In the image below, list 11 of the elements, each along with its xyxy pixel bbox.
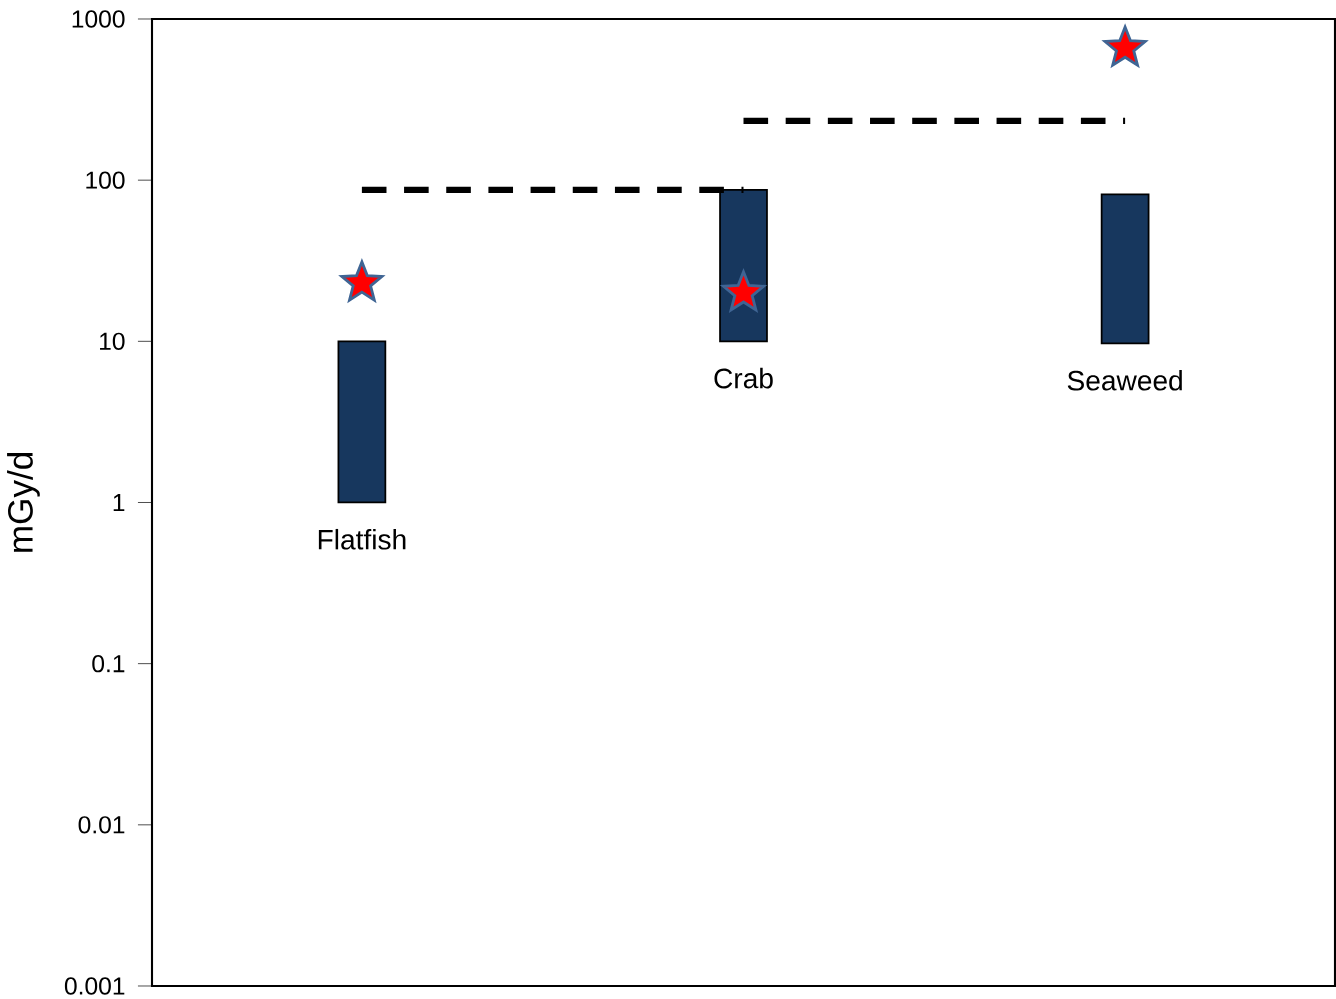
y-tick-label: 1 <box>113 494 125 511</box>
y-tick-label: 0.1 <box>92 654 125 673</box>
y-tick-label: 1000 <box>72 10 125 28</box>
y-tick-label: 100 <box>86 171 125 189</box>
y-tick-label: 0.01 <box>78 816 125 834</box>
y-tick-label: 0.001 <box>64 977 125 995</box>
x-tick-label: Seaweed <box>1067 369 1182 391</box>
y-axis-title: mGy/d <box>7 452 40 552</box>
y-tick-label: 10 <box>100 332 125 351</box>
x-tick-label: Crab <box>714 367 773 389</box>
x-tick-label: Flatfish <box>318 528 406 550</box>
